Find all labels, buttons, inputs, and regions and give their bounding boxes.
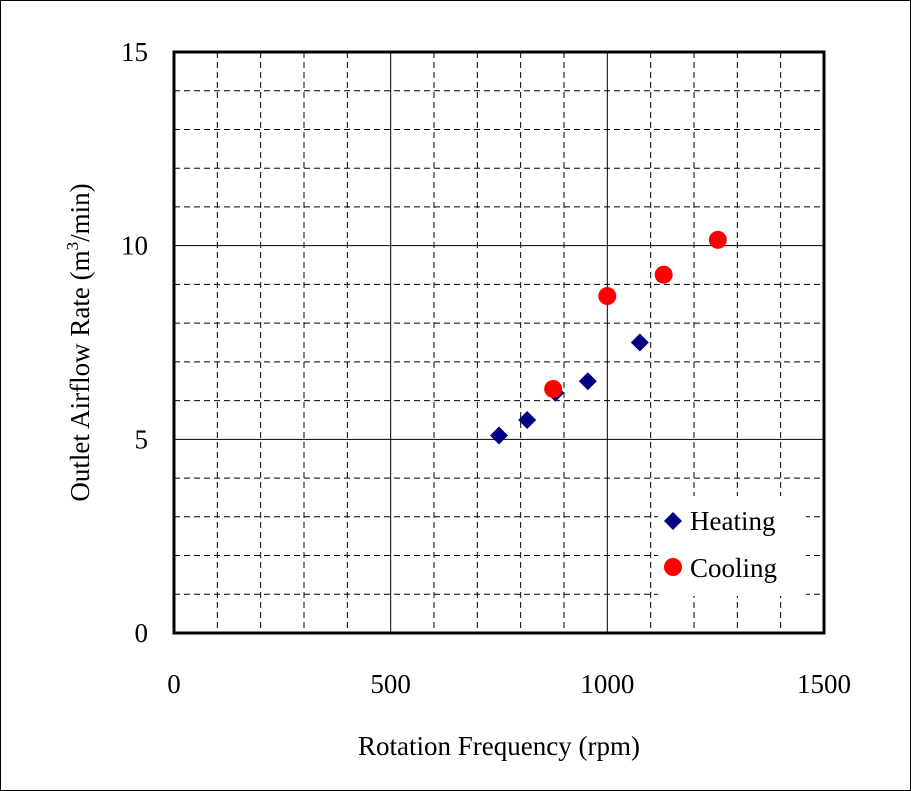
data-point-cooling: [708, 230, 727, 249]
y-axis-label-main: Outlet Airflow Rate (m: [65, 250, 95, 501]
data-point-heating: [518, 410, 537, 429]
x-tick-label: 1000: [580, 669, 634, 699]
y-tick-label: 0: [135, 618, 149, 648]
data-point-heating: [578, 372, 597, 391]
tick-labels: 0 500 1000 1500 0 5 10 15: [121, 37, 851, 699]
y-axis-label-superscript: 3: [63, 242, 82, 251]
data-points: [490, 230, 727, 445]
y-tick-label: 5: [135, 424, 149, 454]
legend-heating-marker: [664, 512, 682, 530]
plot-area: [172, 50, 826, 635]
data-point-cooling: [544, 379, 563, 398]
data-point-cooling: [598, 287, 617, 306]
x-tick-label: 1500: [797, 669, 851, 699]
legend-cooling-marker: [664, 558, 682, 576]
y-axis-label: Outlet Airflow Rate (m3/min): [63, 183, 95, 501]
x-tick-label: 500: [370, 669, 411, 699]
y-tick-label: 10: [121, 231, 148, 261]
y-tick-label: 15: [121, 37, 148, 67]
data-point-heating: [630, 333, 649, 352]
legend: Heating Cooling: [658, 496, 806, 596]
data-point-cooling: [654, 265, 673, 284]
y-axis-label-end: /min): [65, 183, 95, 242]
x-tick-label: 0: [167, 669, 181, 699]
x-axis-label: Rotation Frequency (rpm): [358, 731, 640, 761]
legend-cooling-label: Cooling: [690, 553, 777, 583]
legend-heating-label: Heating: [690, 506, 775, 536]
data-point-heating: [490, 426, 508, 445]
legend-box: [658, 496, 806, 596]
